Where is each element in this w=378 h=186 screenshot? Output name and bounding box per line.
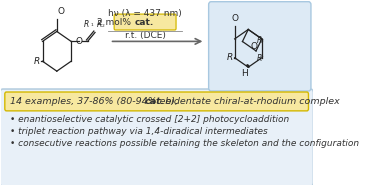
Text: cat.: cat. bbox=[144, 97, 164, 106]
Text: $^1$: $^1$ bbox=[260, 54, 265, 59]
FancyBboxPatch shape bbox=[5, 92, 308, 111]
Text: 14 examples, 37-86% (80-94% ee),: 14 examples, 37-86% (80-94% ee), bbox=[10, 97, 181, 106]
Text: • triplet reaction pathway via 1,4-diradical intermediates: • triplet reaction pathway via 1,4-dirad… bbox=[10, 127, 268, 136]
Text: hν (λ = 437 nm): hν (λ = 437 nm) bbox=[108, 9, 182, 18]
Text: cat.: cat. bbox=[134, 17, 153, 27]
Text: $^2$: $^2$ bbox=[101, 23, 105, 28]
FancyBboxPatch shape bbox=[114, 14, 176, 30]
FancyBboxPatch shape bbox=[0, 89, 313, 186]
Text: 2 mol%: 2 mol% bbox=[98, 17, 134, 27]
Text: R: R bbox=[83, 20, 88, 29]
Text: O: O bbox=[231, 14, 238, 23]
Text: O: O bbox=[75, 37, 82, 46]
Text: H: H bbox=[241, 69, 248, 78]
Text: $^1$: $^1$ bbox=[90, 22, 94, 28]
Text: R: R bbox=[97, 20, 102, 29]
Text: O: O bbox=[57, 7, 65, 16]
Text: O: O bbox=[250, 42, 257, 51]
FancyBboxPatch shape bbox=[209, 2, 311, 91]
Text: R: R bbox=[227, 53, 233, 62]
Text: • consecutive reactions possible retaining the skeleton and the configuration: • consecutive reactions possible retaini… bbox=[10, 139, 359, 148]
Text: $^2$: $^2$ bbox=[260, 39, 265, 44]
Text: R: R bbox=[34, 57, 40, 66]
Text: : bidentate chiral-at-rhodium complex: : bidentate chiral-at-rhodium complex bbox=[159, 97, 340, 106]
Text: R: R bbox=[257, 36, 262, 45]
Text: r.t. (DCE): r.t. (DCE) bbox=[125, 31, 166, 40]
Text: R: R bbox=[257, 54, 262, 63]
Text: • enantioselective catalytic crossed [2+2] photocycloaddition: • enantioselective catalytic crossed [2+… bbox=[10, 115, 289, 124]
